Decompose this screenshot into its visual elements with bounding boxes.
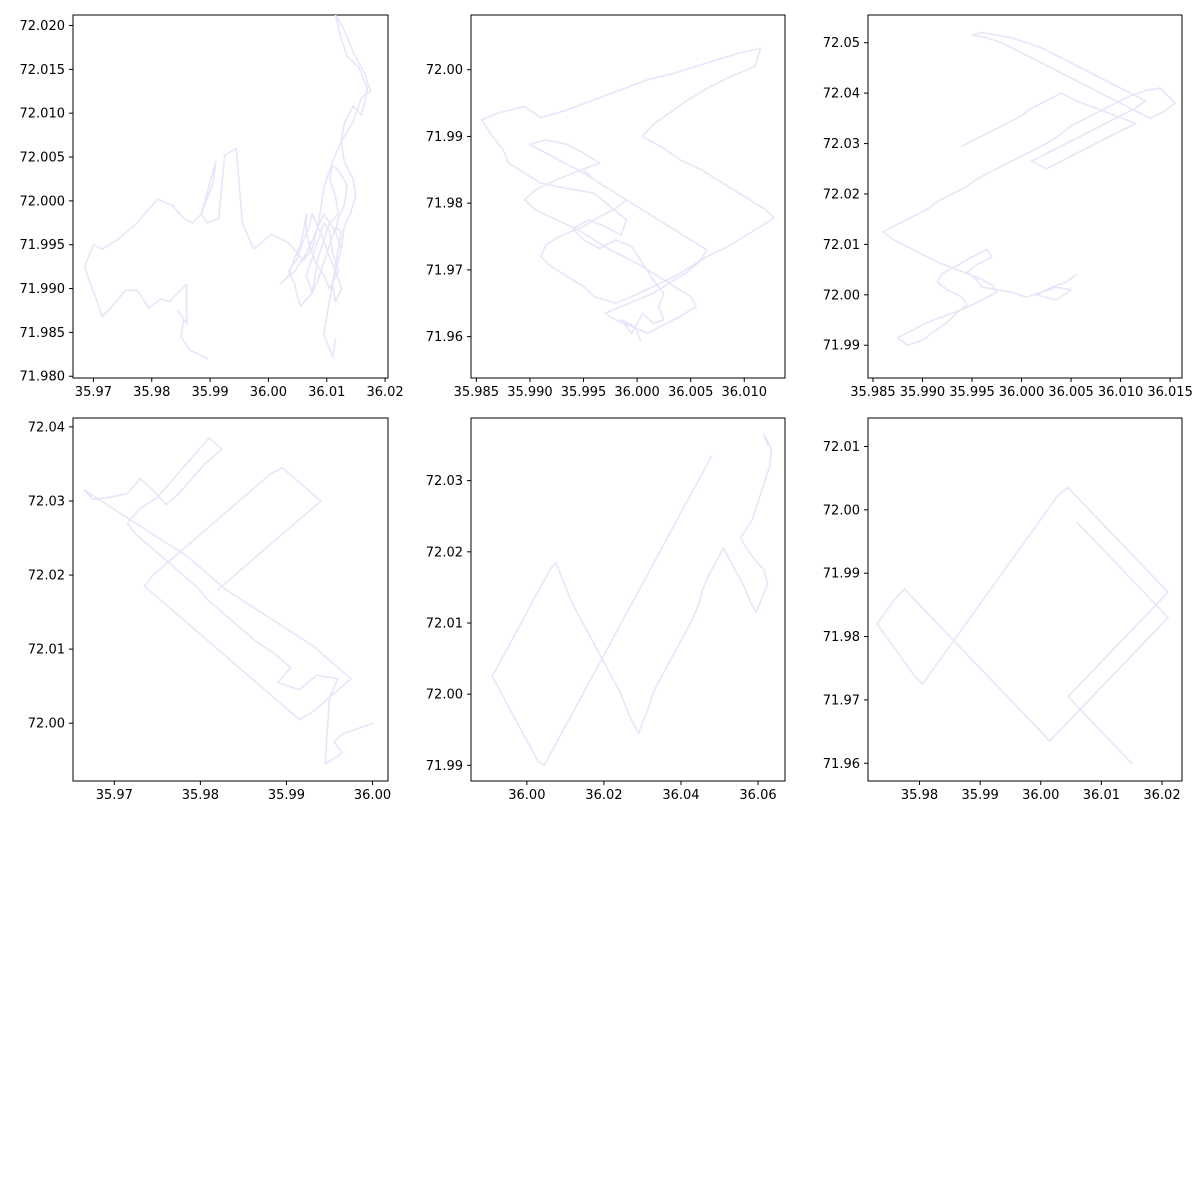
axes-frame <box>867 417 1183 782</box>
y-tick-label: 71.985 <box>20 326 66 341</box>
x-tick-label: 36.01 <box>1083 788 1120 803</box>
x-tick-label: 35.99 <box>191 385 228 400</box>
y-tick-label: 72.01 <box>426 616 463 631</box>
y-tick-label: 71.98 <box>426 197 463 212</box>
y-tick-label: 71.99 <box>426 759 463 774</box>
series-line-1 <box>491 433 773 767</box>
y-tick-label: 72.00 <box>426 688 463 703</box>
y-tick-label: 72.02 <box>28 569 65 584</box>
y-tick-label: 72.03 <box>28 494 65 509</box>
y-tick-label: 72.01 <box>823 238 860 253</box>
y-tick-label: 71.97 <box>426 263 463 278</box>
subplot-6: 35.98 35.99 36.00 36.01 36.02 71.96 71.97 71.98… <box>823 417 1183 803</box>
y-tick-label: 72.015 <box>20 63 66 78</box>
axes-frame <box>470 417 786 782</box>
series-line-1 <box>480 47 776 341</box>
subplot-5: 36.00 36.02 36.04 36.06 71.99 72.00 72.01 72.02… <box>426 417 786 803</box>
x-tick-label: 36.010 <box>722 385 768 400</box>
x-tick-label: 36.02 <box>1143 788 1180 803</box>
series-line-1 <box>83 437 374 765</box>
series-line-1 <box>876 486 1169 765</box>
y-tick-label: 71.99 <box>426 130 463 145</box>
x-tick-label: 36.01 <box>308 385 345 400</box>
y-tick-label: 72.020 <box>20 19 66 34</box>
x-tick-label: 36.00 <box>1022 788 1059 803</box>
y-tick-label: 72.04 <box>823 87 860 102</box>
y-tick-label: 72.000 <box>20 194 66 209</box>
x-tick-label: 35.98 <box>182 788 219 803</box>
subplot-3: 35.985 35.990 35.995 36.000 36.005 36.010 36.0… <box>823 14 1193 400</box>
x-tick-label: 35.99 <box>268 788 305 803</box>
x-tick-label: 36.04 <box>662 788 699 803</box>
y-tick-label: 71.97 <box>823 693 860 708</box>
x-tick-label: 35.98 <box>901 788 938 803</box>
x-tick-label: 35.98 <box>133 385 170 400</box>
y-tick-label: 72.05 <box>823 36 860 51</box>
subplot-4: 35.97 35.98 35.99 36.00 72.00 72.01 72.02 72.03… <box>28 417 391 803</box>
x-tick-label: 36.000 <box>614 385 660 400</box>
axes-frame <box>72 417 389 782</box>
x-tick-label: 36.00 <box>354 788 391 803</box>
x-tick-label: 35.985 <box>850 385 896 400</box>
x-tick-label: 36.02 <box>366 385 403 400</box>
x-tick-label: 35.99 <box>962 788 999 803</box>
subplot-1: 35.97 35.98 35.99 36.00 36.01 36.02 71.980 71.9… <box>20 14 404 400</box>
x-tick-label: 35.97 <box>75 385 112 400</box>
x-tick-label: 36.00 <box>508 788 545 803</box>
y-tick-label: 72.010 <box>20 107 66 122</box>
series-line-1 <box>83 15 372 360</box>
y-tick-label: 71.980 <box>20 370 66 385</box>
y-tick-label: 72.00 <box>28 717 65 732</box>
y-tick-label: 72.00 <box>823 503 860 518</box>
x-tick-label: 36.00 <box>250 385 287 400</box>
axes-frame <box>867 14 1183 379</box>
x-tick-label: 35.97 <box>96 788 133 803</box>
y-tick-label: 71.990 <box>20 282 66 297</box>
x-tick-label: 35.990 <box>900 385 946 400</box>
y-tick-label: 71.96 <box>426 330 463 345</box>
subplot-2: 35.985 35.990 35.995 36.000 36.005 36.010 71.9… <box>426 14 786 400</box>
axes-frame <box>72 14 389 379</box>
y-tick-label: 71.99 <box>823 339 860 354</box>
x-tick-label: 36.06 <box>739 788 776 803</box>
y-tick-label: 72.02 <box>823 187 860 202</box>
x-tick-label: 36.015 <box>1147 385 1193 400</box>
y-tick-label: 72.03 <box>823 137 860 152</box>
x-tick-label: 36.02 <box>585 788 622 803</box>
x-tick-label: 35.985 <box>454 385 500 400</box>
y-tick-label: 71.98 <box>823 630 860 645</box>
x-tick-label: 35.995 <box>949 385 995 400</box>
x-tick-label: 36.005 <box>668 385 714 400</box>
y-tick-label: 72.03 <box>426 474 463 489</box>
y-tick-label: 72.04 <box>28 420 65 435</box>
y-tick-label: 72.00 <box>426 63 463 78</box>
series-line-1 <box>882 31 1176 347</box>
y-tick-label: 72.01 <box>823 440 860 455</box>
x-tick-label: 36.005 <box>1048 385 1094 400</box>
y-tick-label: 72.02 <box>426 545 463 560</box>
y-tick-label: 71.995 <box>20 238 66 253</box>
x-tick-label: 35.990 <box>507 385 553 400</box>
y-tick-label: 71.99 <box>823 567 860 582</box>
x-tick-label: 35.995 <box>561 385 607 400</box>
y-tick-label: 72.005 <box>20 151 66 166</box>
x-tick-label: 36.000 <box>999 385 1045 400</box>
y-tick-label: 72.01 <box>28 643 65 658</box>
y-tick-label: 71.96 <box>823 757 860 772</box>
y-tick-label: 72.00 <box>823 288 860 303</box>
x-tick-label: 36.010 <box>1098 385 1144 400</box>
